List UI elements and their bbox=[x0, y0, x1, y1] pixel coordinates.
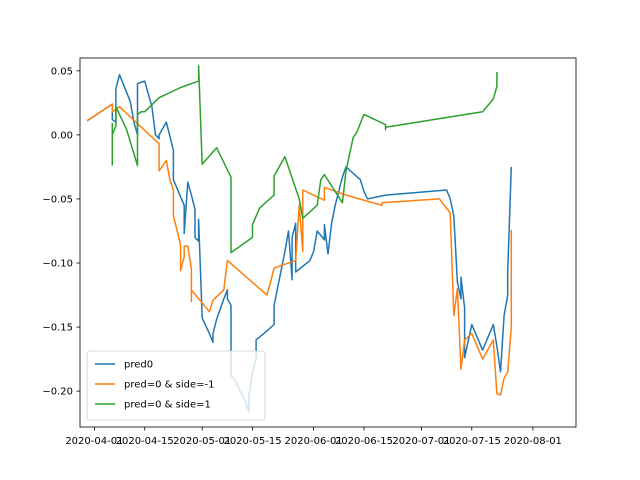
x-tick-label: 2020-07-01 bbox=[392, 436, 450, 447]
y-tick-label: −0.20 bbox=[42, 387, 73, 398]
y-tick-label: 0.05 bbox=[51, 66, 73, 77]
y-tick-label: −0.05 bbox=[42, 194, 73, 205]
y-tick-label: −0.15 bbox=[42, 323, 73, 334]
legend-label-pred0: pred0 bbox=[124, 360, 153, 371]
legend: pred0 pred=0 & side=-1 pred=0 & side=1 bbox=[86, 350, 266, 421]
x-tick-label: 2020-05-01 bbox=[173, 436, 231, 447]
x-tick-label: 2020-08-01 bbox=[504, 436, 562, 447]
legend-label-pred-0-side-1: pred=0 & side=1 bbox=[124, 400, 211, 411]
legend-label-pred-0-side-1: pred=0 & side=-1 bbox=[124, 380, 214, 391]
x-tick-label: 2020-07-15 bbox=[443, 436, 501, 447]
series-line-pred-0-side-1 bbox=[111, 64, 498, 254]
y-axis: −0.20 −0.15 −0.10 −0.05 0.00 0.05 bbox=[42, 66, 80, 398]
x-tick-label: 2020-04-01 bbox=[65, 436, 123, 447]
axes-frame bbox=[79, 57, 577, 428]
x-tick-label: 2020-06-01 bbox=[285, 436, 343, 447]
y-tick-label: 0.00 bbox=[51, 130, 73, 141]
x-tick-label: 2020-05-15 bbox=[223, 436, 281, 447]
x-tick-label: 2020-04-15 bbox=[116, 436, 174, 447]
x-tick-label: 2020-06-15 bbox=[335, 436, 393, 447]
legend-box bbox=[86, 350, 266, 421]
series-line-pred-0-side-1 bbox=[86, 103, 513, 396]
y-tick-label: −0.10 bbox=[42, 259, 73, 270]
